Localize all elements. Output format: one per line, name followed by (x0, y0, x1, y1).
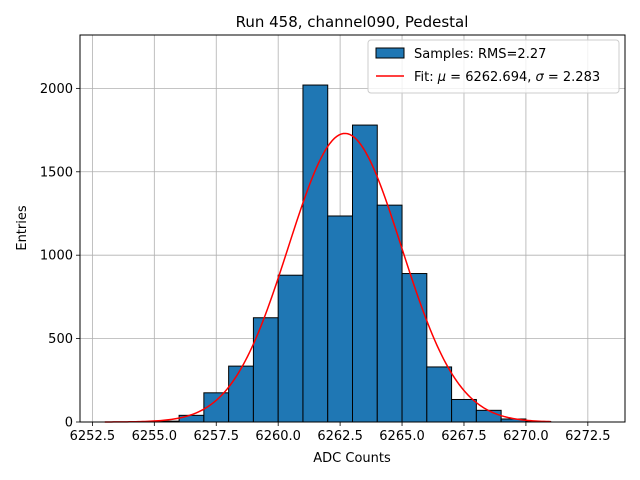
y-tick-label-0: 0 (65, 416, 73, 431)
legend-fit-prefix: Fit: (414, 70, 438, 85)
histogram-bar-10 (352, 124, 378, 423)
chart-title: Run 458, channel090, Pedestal (236, 13, 469, 31)
legend-fit-label: Fit: μ = 6262.694, σ = 2.283 (414, 70, 600, 85)
x-tick-label-4: 6262.5 (317, 429, 363, 444)
y-tick-label-1: 500 (48, 332, 73, 347)
x-tick-label-1: 6255.0 (132, 429, 178, 444)
legend: Samples: RMS=2.27 Fit: μ = 6262.694, σ =… (367, 39, 620, 94)
x-axis-ticks: 6252.5 6255.0 6257.5 6260.0 6262.5 6265.0 6267… (70, 422, 611, 444)
histogram-bar-15 (475, 409, 502, 423)
histogram-bar-5 (228, 365, 254, 423)
legend-fit-mu-value: = 6262.694, (446, 70, 535, 85)
histogram-bar-11 (376, 204, 403, 423)
histogram-bar-8 (302, 84, 329, 423)
legend-fit-mu-symbol: μ (437, 70, 446, 85)
legend-fit-sigma-symbol: σ (536, 70, 545, 85)
x-tick-label-3: 6260.0 (255, 429, 301, 444)
histogram-bar-3 (178, 414, 205, 423)
histogram-bar-9 (327, 215, 353, 423)
y-tick-label-2: 1000 (40, 249, 73, 264)
histogram-bars (129, 84, 552, 423)
histogram-bar-6 (252, 317, 279, 423)
plot-frame (79, 34, 626, 423)
histogram-bar-14 (451, 398, 477, 423)
legend-histogram-swatch (375, 47, 405, 59)
legend-box (367, 39, 620, 94)
x-tick-label-8: 6272.5 (565, 429, 611, 444)
x-tick-label-0: 6252.5 (70, 429, 116, 444)
y-axis-ticks: 0 500 1000 1500 2000 (40, 82, 80, 431)
x-tick-label-2: 6257.5 (194, 429, 240, 444)
histogram-bar-12 (401, 273, 428, 423)
x-tick-label-6: 6267.5 (441, 429, 487, 444)
x-tick-label-7: 6270.0 (503, 429, 549, 444)
y-tick-label-3: 1500 (40, 165, 73, 180)
x-axis-label: ADC Counts (313, 451, 391, 466)
legend-histogram-label: Samples: RMS=2.27 (414, 47, 546, 62)
y-axis-label: Entries (15, 205, 30, 251)
histogram-bar-7 (277, 274, 304, 423)
x-tick-label-5: 6265.0 (379, 429, 425, 444)
y-tick-label-4: 2000 (40, 82, 73, 97)
fit-curve (104, 132, 551, 423)
histogram-bar-13 (426, 366, 453, 423)
legend-fit-sigma-value: = 2.283 (544, 70, 600, 85)
